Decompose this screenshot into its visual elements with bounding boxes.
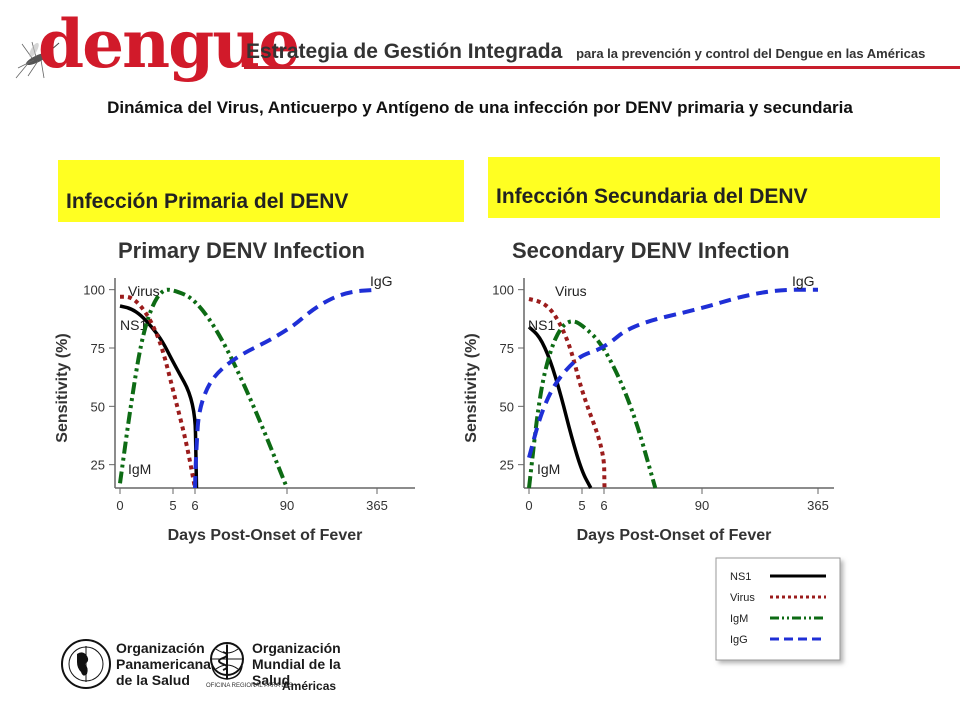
series-label-igg: IgG bbox=[370, 273, 393, 289]
legend-label: NS1 bbox=[730, 571, 751, 583]
primary-label-box: Infección Primaria del DENV bbox=[58, 160, 464, 222]
series-label-virus: Virus bbox=[128, 283, 160, 299]
x-tick-label: 0 bbox=[116, 498, 123, 513]
x-axis-label: Days Post-Onset of Fever bbox=[168, 527, 363, 544]
x-tick-label: 6 bbox=[191, 498, 198, 513]
legend-label: Virus bbox=[730, 592, 755, 604]
series-label-virus: Virus bbox=[555, 283, 587, 299]
x-tick-label: 365 bbox=[807, 498, 829, 513]
y-tick-label: 50 bbox=[500, 399, 514, 414]
y-tick-label: 25 bbox=[91, 458, 105, 473]
ops-line2: Panamericana bbox=[116, 656, 211, 672]
oms-region: Américas bbox=[282, 679, 337, 693]
x-tick-label: 5 bbox=[169, 498, 176, 513]
ops-emblem-icon bbox=[61, 639, 111, 689]
secondary-label-box: Infección Secundaria del DENV bbox=[488, 157, 940, 218]
chart-title: Secondary DENV Infection bbox=[512, 238, 790, 263]
footer-logos: Organización Panamericana de la Salud Or… bbox=[60, 636, 380, 696]
series-label-igm: IgM bbox=[537, 461, 560, 477]
x-tick-label: 0 bbox=[525, 498, 532, 513]
x-tick-label: 5 bbox=[578, 498, 585, 513]
y-axis-label: Sensitivity (%) bbox=[54, 333, 71, 442]
series-label-ns1: NS1 bbox=[528, 317, 555, 333]
oms-line1: Organización bbox=[252, 640, 341, 656]
x-tick-label: 90 bbox=[280, 498, 294, 513]
header: dengue Estrategia de Gestión Integrada p… bbox=[0, 0, 960, 90]
x-tick-label: 365 bbox=[366, 498, 388, 513]
chart-panel-1: Primary DENV Infection 25 50 75 100 0 5 6 90 365D… bbox=[54, 238, 415, 544]
x-tick-label: 6 bbox=[600, 498, 607, 513]
x-tick-label: 90 bbox=[695, 498, 709, 513]
series-igg bbox=[527, 287, 818, 459]
y-tick-label: 100 bbox=[83, 283, 105, 298]
series-label-ns1: NS1 bbox=[120, 317, 147, 333]
y-tick-label: 75 bbox=[91, 341, 105, 356]
ops-line3: de la Salud bbox=[116, 672, 190, 688]
series-ns1 bbox=[527, 325, 593, 489]
legend: NS1 Virus IgM IgG bbox=[715, 557, 841, 661]
y-tick-label: 100 bbox=[492, 283, 514, 298]
chart-panel-2: Secondary DENV Infection 25 50 75 100 0 5 6 90 36… bbox=[463, 238, 834, 544]
series-igm bbox=[527, 319, 658, 489]
legend-label: IgM bbox=[730, 613, 748, 625]
ops-name: Organización Panamericana de la Salud bbox=[116, 640, 211, 688]
primary-label: Infección Primaria del DENV bbox=[66, 190, 349, 213]
oms-name: Organización Mundial de la Salud bbox=[252, 640, 380, 688]
chart-title: Primary DENV Infection bbox=[118, 238, 365, 263]
series-igg bbox=[193, 287, 378, 489]
series-label-igg: IgG bbox=[792, 273, 815, 289]
series-igm bbox=[118, 287, 289, 489]
y-tick-label: 25 bbox=[500, 458, 514, 473]
y-axis-label: Sensitivity (%) bbox=[463, 333, 480, 442]
strategy-title: Estrategia de Gestión Integrada bbox=[246, 40, 563, 63]
x-axis-label: Days Post-Onset of Fever bbox=[577, 527, 772, 544]
oms-emblem-icon bbox=[210, 642, 244, 680]
oms-sub: OFICINA REGIONAL PARA LAS bbox=[206, 683, 293, 689]
strategy-subtitle: para la prevención y control del Dengue … bbox=[576, 46, 926, 61]
slide-title: Dinámica del Virus, Anticuerpo y Antígen… bbox=[107, 98, 853, 117]
y-tick-label: 50 bbox=[91, 399, 105, 414]
dengue-logo: dengue bbox=[38, 5, 300, 83]
series-virus bbox=[528, 297, 607, 489]
series-label-igm: IgM bbox=[128, 461, 151, 477]
secondary-label: Infección Secundaria del DENV bbox=[496, 185, 808, 208]
y-tick-label: 75 bbox=[500, 341, 514, 356]
header-divider bbox=[244, 66, 960, 69]
mosquito-icon bbox=[15, 41, 60, 79]
legend-label: IgG bbox=[730, 634, 748, 646]
oms-line2: Mundial de la Salud bbox=[252, 656, 341, 688]
ops-line1: Organización bbox=[116, 640, 205, 656]
header-title: Estrategia de Gestión Integrada para la … bbox=[246, 40, 925, 64]
